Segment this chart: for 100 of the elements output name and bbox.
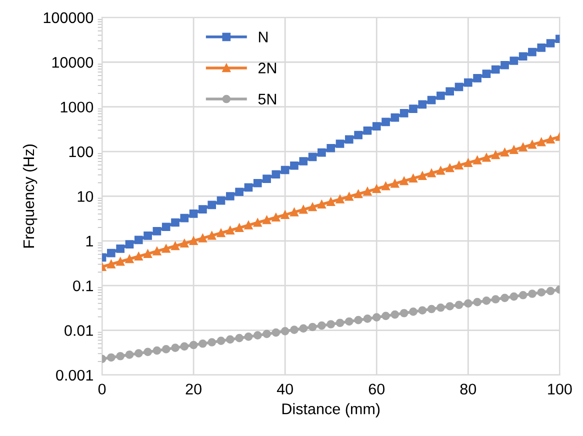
point [107,248,116,258]
point [491,295,500,304]
point [116,244,124,253]
point [253,331,262,340]
point [208,338,216,346]
point [454,82,464,92]
point [180,239,189,248]
point [400,109,408,118]
point [226,335,234,344]
point [344,192,354,201]
point [546,286,555,296]
point [382,182,390,190]
point [454,161,464,170]
point [125,350,134,359]
point [500,148,509,157]
x-tick-label: 80 [460,384,476,395]
point [134,349,143,358]
point [518,143,528,152]
point [537,138,546,146]
point [244,332,253,341]
point [125,240,134,248]
point [180,214,189,222]
point [280,326,290,336]
point [518,52,528,61]
point [464,158,472,167]
point [144,231,152,240]
point [464,78,472,87]
point [152,346,162,355]
point [318,200,326,209]
point [198,234,207,242]
point [482,70,491,78]
point [208,200,216,210]
point [418,172,427,180]
point [336,195,344,204]
point [537,288,546,297]
point [216,228,226,238]
point [116,352,124,360]
point [299,205,308,214]
point [299,324,308,333]
point [482,153,491,162]
point [344,317,354,326]
point [308,202,317,212]
point [336,318,344,328]
point [491,65,500,74]
point [290,208,298,216]
point [262,174,271,183]
x-tick-label: 100 [548,384,572,395]
point [144,348,152,356]
point [500,60,509,70]
y-tick-label: 100000 [44,12,94,24]
x-tick-label: 0 [98,384,106,395]
point [427,96,436,104]
point [189,340,198,350]
point [528,290,536,298]
point [262,330,271,338]
y-tick-label: 0.01 [64,325,93,336]
point [354,190,362,198]
y-tick-label: 10000 [52,57,94,68]
x-tick-label: 20 [186,384,202,395]
point [482,296,491,305]
point [253,218,262,227]
point [318,148,326,157]
point [198,339,207,348]
x-axis-title: Distance (mm) [282,403,380,418]
point [272,213,280,222]
point [436,166,445,175]
point [372,122,381,130]
point [446,87,454,96]
point [244,183,253,192]
point [208,231,216,240]
point [473,74,482,82]
point [418,100,427,109]
point [344,135,354,144]
point [162,345,170,354]
point [280,210,290,219]
point [546,39,555,48]
point [382,312,390,320]
point [235,224,244,232]
point [363,314,372,323]
x-tick-label: 40 [276,384,293,395]
point [418,306,427,315]
point [409,174,418,183]
point [446,302,454,310]
point [125,254,134,264]
y-tick-label: 0.001 [56,370,93,381]
point [216,336,226,346]
y-axis-title: Frequency (Hz) [22,144,38,248]
point [382,118,390,126]
point [510,292,518,301]
point [290,161,298,170]
point [280,166,290,174]
point [253,178,262,188]
point [116,257,124,266]
point [491,150,500,160]
point [390,113,400,122]
point [390,179,400,188]
point [436,303,445,312]
x-tick-label: 60 [368,384,385,395]
point [336,140,344,148]
y-tick-label: 10 [78,191,94,202]
